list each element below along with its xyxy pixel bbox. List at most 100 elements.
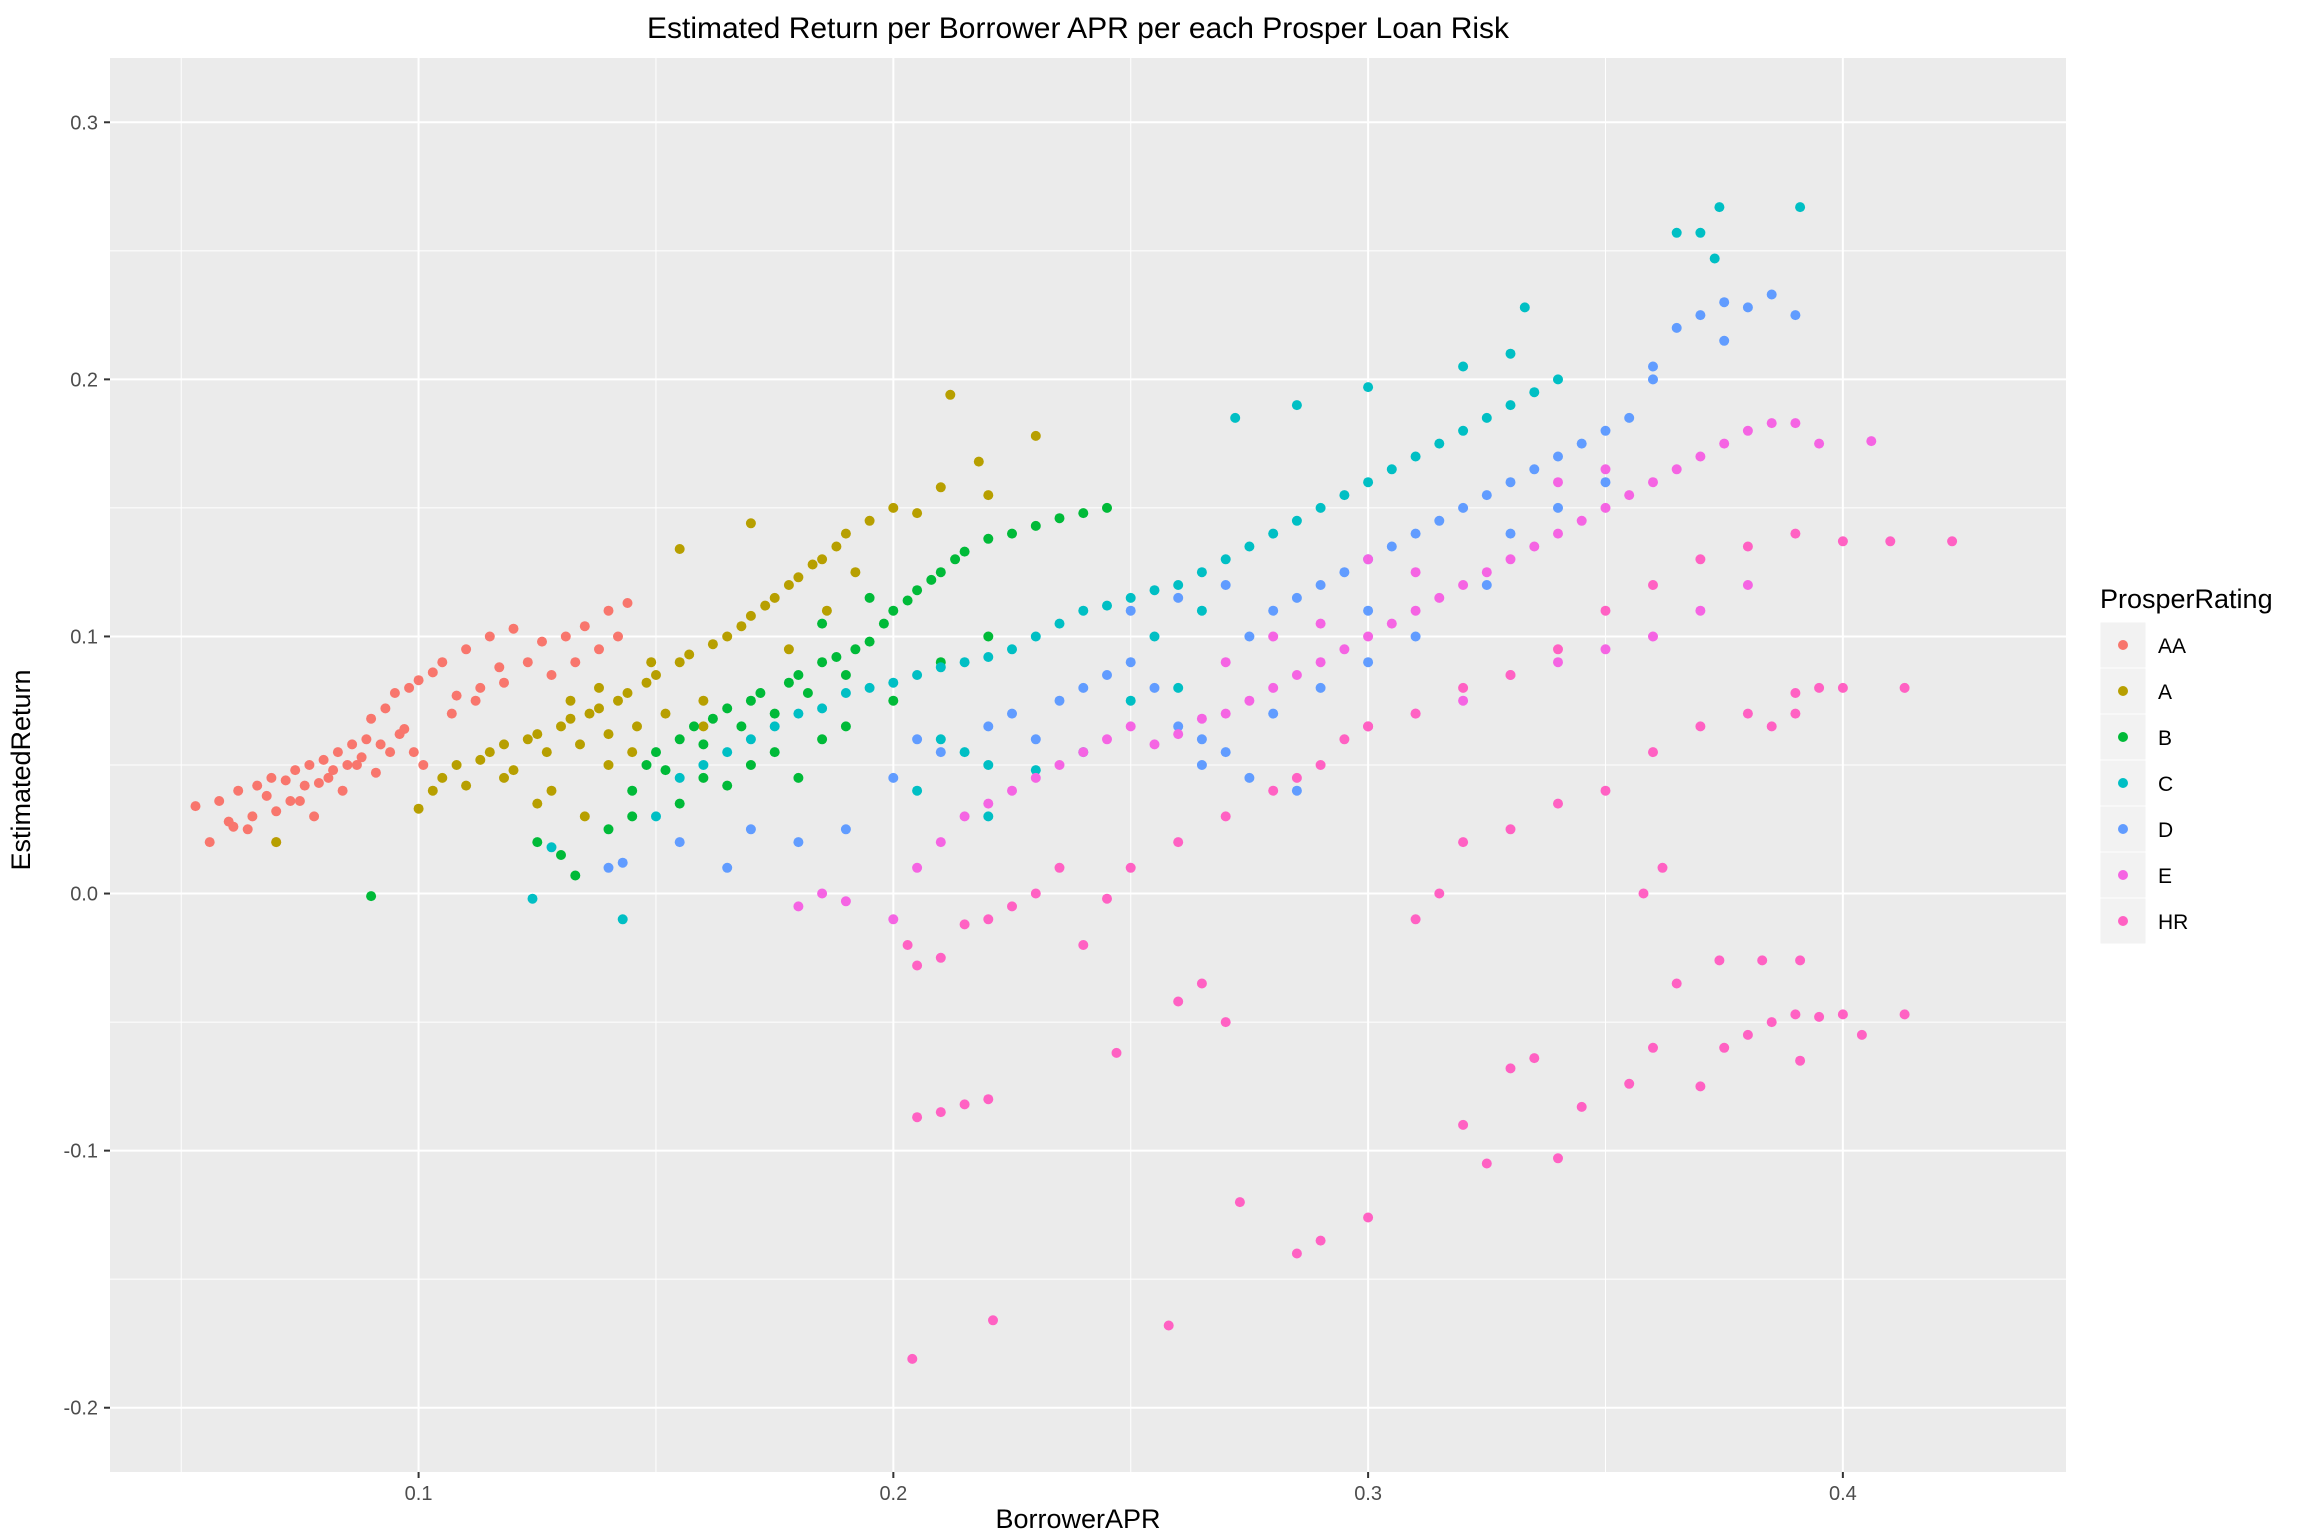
data-point-aa (190, 801, 201, 812)
data-point-hr (959, 919, 970, 930)
data-point-aa (484, 631, 495, 642)
data-point-a (613, 695, 623, 706)
data-point-d (1624, 412, 1635, 423)
data-point-b (1054, 513, 1065, 524)
data-point-hr (1553, 1153, 1563, 1164)
data-point-hr (1742, 1029, 1753, 1040)
data-point-c (864, 682, 875, 693)
data-point-d (1648, 374, 1658, 385)
data-point-hr (1899, 682, 1910, 693)
data-point-e (1814, 438, 1825, 449)
data-point-d (1102, 670, 1112, 680)
data-point-a (451, 760, 462, 770)
legend-label-hr: HR (2158, 911, 2188, 934)
data-point-c (1363, 382, 1374, 393)
data-point-b (840, 670, 851, 680)
data-point-e (1339, 644, 1350, 655)
data-point-c (1125, 592, 1136, 603)
data-point-aa (347, 739, 358, 750)
data-point-c (1671, 227, 1682, 238)
data-point-aa (622, 598, 633, 608)
data-point-b (802, 688, 813, 698)
data-point-a (584, 708, 595, 719)
data-point-d (722, 862, 733, 873)
data-point-hr (912, 960, 923, 971)
data-point-aa (522, 657, 533, 668)
data-point-d (1576, 438, 1587, 449)
data-point-hr (1220, 811, 1231, 822)
data-point-aa (418, 760, 429, 770)
data-point-hr (1837, 682, 1848, 693)
data-point-hr (1600, 605, 1611, 616)
data-point-hr (935, 952, 946, 963)
data-point-c (983, 760, 994, 770)
data-point-e (1007, 785, 1017, 796)
data-point-b (850, 644, 861, 655)
data-point-e (1363, 554, 1374, 565)
data-point-aa (451, 690, 462, 701)
data-point-hr (1410, 708, 1421, 719)
data-point-e (1410, 567, 1421, 578)
data-point-hr (1885, 536, 1896, 547)
data-point-hr (1742, 708, 1753, 719)
data-point-hr (1529, 1053, 1540, 1064)
data-point-a (817, 554, 828, 565)
data-point-aa (570, 657, 581, 668)
data-point-e (912, 862, 923, 873)
y-tick-label: 0.0 (70, 884, 98, 906)
data-point-e (1529, 541, 1540, 552)
data-point-aa (280, 775, 291, 786)
data-point-d (1173, 721, 1184, 732)
data-point-a (850, 567, 861, 578)
legend-swatch-d (2118, 824, 2128, 834)
data-point-c (1149, 631, 1160, 642)
data-point-hr (1315, 1235, 1326, 1246)
data-point-aa (342, 760, 353, 770)
data-point-aa (370, 767, 381, 778)
data-point-e (1386, 618, 1397, 629)
data-point-a (760, 600, 771, 611)
data-point-hr (1719, 1042, 1730, 1053)
data-point-b (902, 595, 913, 606)
data-point-hr (1790, 708, 1801, 719)
data-point-c (1149, 585, 1160, 596)
data-point-c (698, 760, 709, 770)
data-point-a (499, 772, 509, 783)
data-point-hr (1458, 837, 1469, 848)
data-point-c (1125, 695, 1136, 706)
data-point-a (831, 541, 842, 552)
data-point-hr (1111, 1047, 1122, 1058)
data-point-hr (1899, 1009, 1910, 1020)
data-point-hr (1458, 682, 1469, 693)
data-point-a (532, 798, 543, 809)
data-point-c (527, 893, 538, 904)
y-axis-ticks: -0.2 -0.1 0.0 0.1 0.2 0.3 (64, 112, 110, 1420)
data-point-hr (1624, 1078, 1635, 1089)
data-point-hr (988, 1315, 998, 1326)
data-point-aa (299, 780, 310, 791)
data-point-hr (1458, 1119, 1469, 1130)
data-point-c (1196, 605, 1207, 616)
data-point-b (707, 713, 718, 724)
data-point-c (1695, 227, 1706, 238)
data-point-c (1220, 554, 1231, 565)
data-point-e (840, 896, 851, 907)
data-point-hr (1553, 644, 1563, 655)
data-point-c (983, 811, 994, 822)
data-point-d (1434, 515, 1445, 526)
data-point-b (689, 721, 699, 732)
data-point-d (1291, 592, 1302, 603)
data-point-d (1173, 592, 1184, 603)
data-point-c (1519, 302, 1530, 313)
data-points (190, 202, 1958, 1364)
data-point-a (437, 772, 448, 783)
data-point-a (541, 747, 552, 758)
data-point-e (1434, 592, 1445, 603)
data-point-a (499, 739, 509, 750)
data-point-e (1078, 747, 1089, 758)
data-point-aa (294, 796, 305, 806)
data-point-a (575, 739, 585, 750)
data-point-c (1795, 202, 1806, 213)
data-point-aa (385, 747, 396, 758)
